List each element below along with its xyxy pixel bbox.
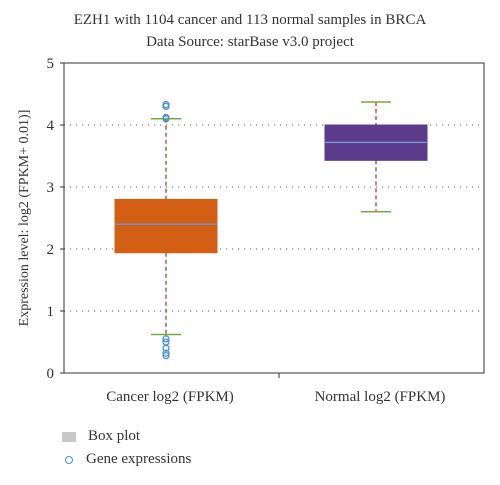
legend-label-box-plot: Box plot bbox=[88, 428, 141, 444]
y-tick-label: 5 bbox=[47, 56, 55, 72]
y-tick-label: 4 bbox=[47, 118, 55, 134]
gene-expression-legend-marker bbox=[65, 455, 73, 464]
outlier-point bbox=[162, 349, 170, 357]
x-category-label: Normal log2 (FPKM) bbox=[315, 389, 446, 405]
plot-frame bbox=[63, 62, 485, 374]
outlier-point bbox=[162, 344, 170, 352]
x-category-label: Cancer log2 (FPKM) bbox=[106, 389, 234, 405]
outlier-point bbox=[162, 115, 170, 123]
outlier-point bbox=[162, 335, 170, 343]
box-plot-legend-swatch bbox=[62, 431, 76, 442]
outlier-point bbox=[162, 102, 170, 111]
y-tick-label: 1 bbox=[47, 304, 55, 320]
y-tick-label: 3 bbox=[47, 180, 55, 196]
legend-label-gene-expressions: Gene expressions bbox=[86, 451, 192, 467]
y-axis-label: Expression level: log2 (FPKM+ 0.01)] bbox=[17, 110, 32, 327]
legend-item-gene-expressions: Gene expressions bbox=[62, 451, 191, 468]
outlier-point bbox=[162, 351, 170, 360]
y-tick-label: 2 bbox=[47, 242, 55, 258]
chart-title: EZH1 with 1104 cancer and 113 normal sam… bbox=[73, 12, 427, 28]
chart-subtitle: Data Source: starBase v3.0 project bbox=[146, 34, 354, 50]
y-tick-label: 0 bbox=[47, 366, 55, 382]
legend-item-box-plot: Box plot bbox=[62, 428, 140, 445]
box-cancer bbox=[114, 198, 218, 254]
